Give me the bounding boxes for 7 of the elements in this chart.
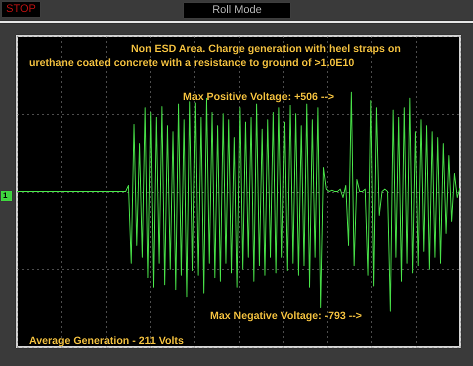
text: 1 [3,191,8,201]
annotation: Max Positive Voltage: +506 --> [183,91,334,103]
status-box: STOP [2,2,40,17]
text: Average Generation - 211 Volts [29,335,184,347]
annotation: Max Negative Voltage: -793 --> [210,310,362,322]
mode-box: Roll Mode [184,3,290,18]
chart-title: Non ESD Area. Charge generation with heel straps on urethane coated concrete with a resistance to ground of >1.0E10 [29,43,401,69]
